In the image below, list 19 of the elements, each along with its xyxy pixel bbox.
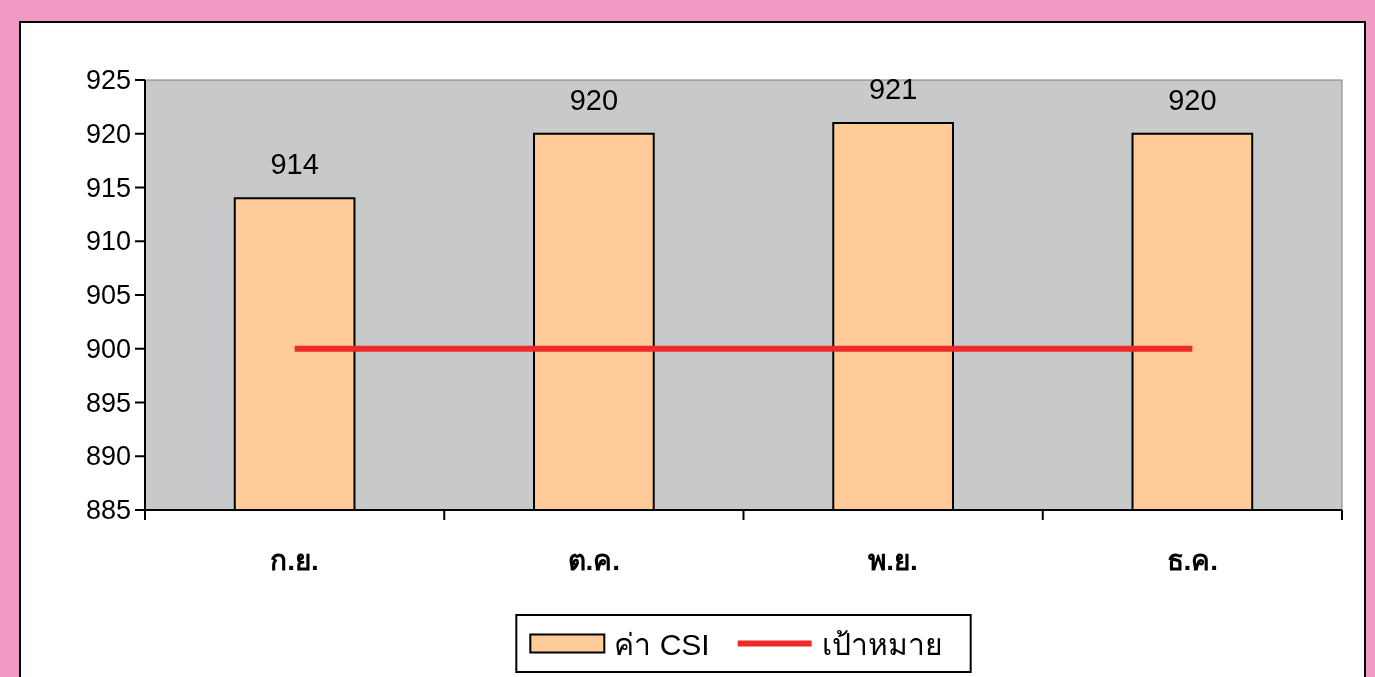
y-tick-label: 895 (85, 387, 131, 418)
y-tick-label: 910 (85, 226, 131, 257)
data-label: 920 (1168, 83, 1217, 116)
x-tick-label: พ.ย. (868, 545, 918, 576)
x-tick-label: ก.ย. (270, 545, 319, 576)
legend-label: เป้าหมาย (821, 627, 943, 661)
y-tick-label: 885 (85, 495, 131, 525)
x-tick-label: ต.ค. (567, 545, 621, 576)
data-label: 921 (868, 73, 918, 105)
y-tick-label: 905 (85, 280, 131, 310)
y-tick-label: 900 (85, 333, 131, 364)
y-tick-label: 915 (85, 172, 131, 203)
y-tick-label: 920 (85, 118, 131, 149)
x-tick-label: ธ.ค. (1166, 545, 1219, 576)
y-tick-label: 890 (85, 441, 131, 472)
legend-label: ค่า CSI (614, 627, 710, 661)
data-label: 914 (270, 148, 319, 181)
data-label: 920 (569, 83, 619, 116)
y-tick-label: 925 (85, 65, 131, 95)
